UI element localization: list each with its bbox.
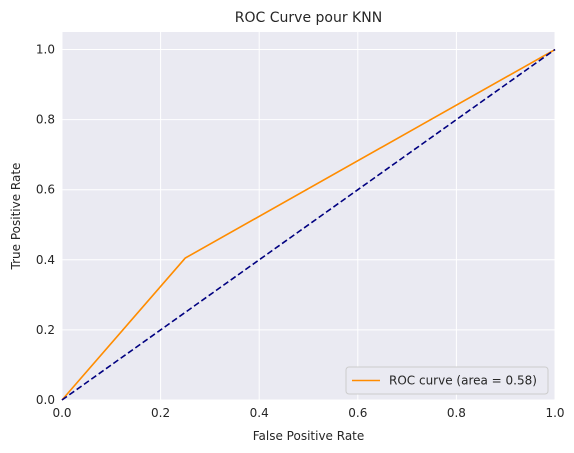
x-tick-label-4: 0.8 bbox=[447, 406, 466, 420]
y-tick-label-1: 0.2 bbox=[36, 323, 55, 337]
y-tick-label-3: 0.6 bbox=[36, 183, 55, 197]
y-axis-label: True Positive Rate bbox=[9, 163, 23, 271]
y-tick-labels: 0.0 0.2 0.4 0.6 0.8 1.0 bbox=[36, 43, 55, 407]
x-tick-labels: 0.0 0.2 0.4 0.6 0.8 1.0 bbox=[52, 406, 564, 420]
legend-box bbox=[345, 366, 549, 395]
y-tick-label-4: 0.8 bbox=[36, 113, 55, 127]
x-tick-label-3: 0.6 bbox=[348, 406, 367, 420]
x-tick-label-0: 0.0 bbox=[52, 406, 71, 420]
x-tick-label-1: 0.2 bbox=[151, 406, 170, 420]
y-tick-label-0: 0.0 bbox=[36, 393, 55, 407]
legend-label-roc: ROC curve (area = 0.58) bbox=[389, 374, 537, 388]
y-tick-label-2: 0.4 bbox=[36, 253, 55, 267]
chart-title: ROC Curve pour KNN bbox=[235, 10, 382, 26]
random-baseline-line bbox=[61, 48, 556, 401]
y-tick-label-5: 1.0 bbox=[36, 43, 55, 57]
x-tick-label-2: 0.4 bbox=[250, 406, 269, 420]
x-tick-label-5: 1.0 bbox=[545, 406, 564, 420]
roc-curve-line bbox=[61, 48, 556, 401]
legend: ROC curve (area = 0.58) bbox=[345, 366, 549, 395]
y-gridlines bbox=[62, 49, 555, 401]
x-axis-label: False Positive Rate bbox=[253, 429, 365, 443]
plot-area bbox=[62, 32, 555, 400]
series-layer bbox=[61, 48, 556, 401]
